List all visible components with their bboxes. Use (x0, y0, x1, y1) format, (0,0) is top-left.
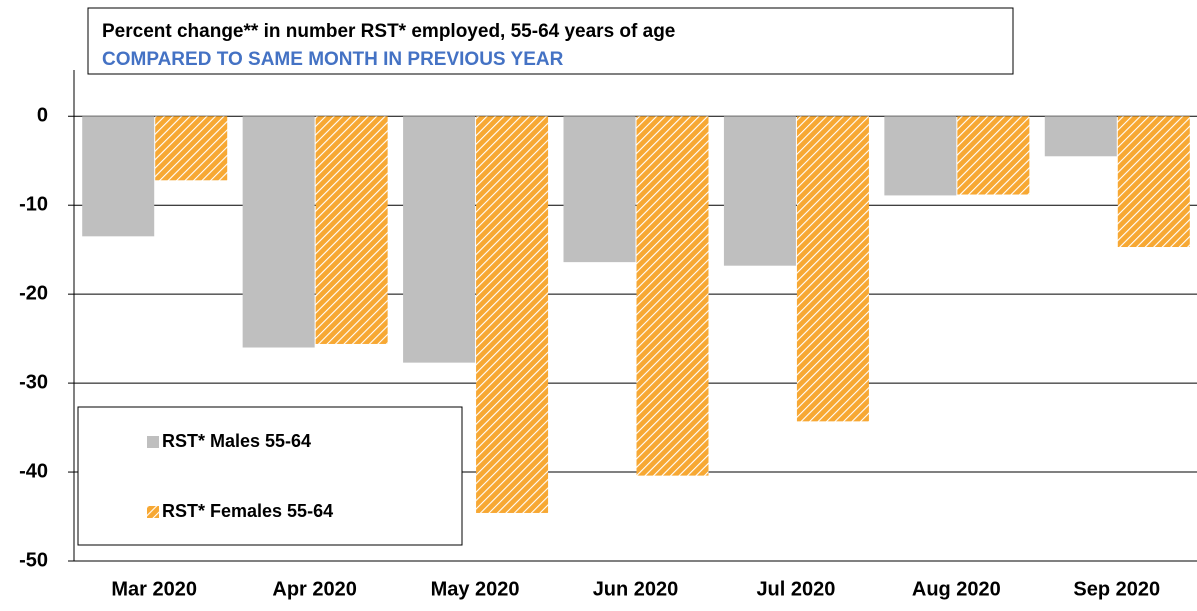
plot-area: -50 -40 -30 -20 -10 0 Mar 2020 Apr 2020 May 2020… (19, 70, 1197, 600)
bar (82, 116, 155, 237)
bar (636, 116, 709, 476)
x-tick-label: Aug 2020 (912, 578, 1001, 600)
legend-label: RST* Females 55-64 (162, 501, 333, 521)
bar (155, 116, 228, 181)
bar (884, 116, 957, 196)
legend-box (77, 406, 463, 546)
y-tick-label: 0 (37, 105, 48, 127)
bar (476, 116, 549, 513)
bar (796, 116, 869, 422)
x-tick-label: Jun 2020 (593, 578, 679, 600)
bar (723, 116, 796, 266)
y-tick-label: -30 (19, 371, 48, 393)
bar (403, 116, 476, 363)
legend-swatch (147, 506, 159, 518)
legend: RST* Males 55-64 RST* Females 55-64 (77, 406, 463, 546)
bar (315, 116, 388, 344)
chart-title: Percent change** in number RST* employed… (102, 21, 675, 42)
y-tick-label: -40 (19, 460, 48, 482)
x-tick-label: Mar 2020 (111, 578, 197, 600)
y-tick-label: -20 (19, 282, 48, 304)
bar (242, 116, 315, 348)
legend-swatch (147, 436, 159, 448)
bar (1044, 116, 1117, 157)
title-box (87, 7, 1014, 75)
x-tick-label: Apr 2020 (272, 578, 357, 600)
bar (1117, 116, 1190, 248)
bar (957, 116, 1030, 195)
chart-subtitle: COMPARED TO SAME MONTH IN PREVIOUS YEAR (102, 49, 564, 70)
bar (563, 116, 636, 263)
x-tick-label: Sep 2020 (1073, 578, 1160, 600)
legend-label: RST* Males 55-64 (162, 431, 311, 451)
y-tick-label: -10 (19, 193, 48, 215)
x-tick-label: Jul 2020 (756, 578, 835, 600)
y-tick-label: -50 (19, 549, 48, 571)
x-tick-label: May 2020 (431, 578, 520, 600)
